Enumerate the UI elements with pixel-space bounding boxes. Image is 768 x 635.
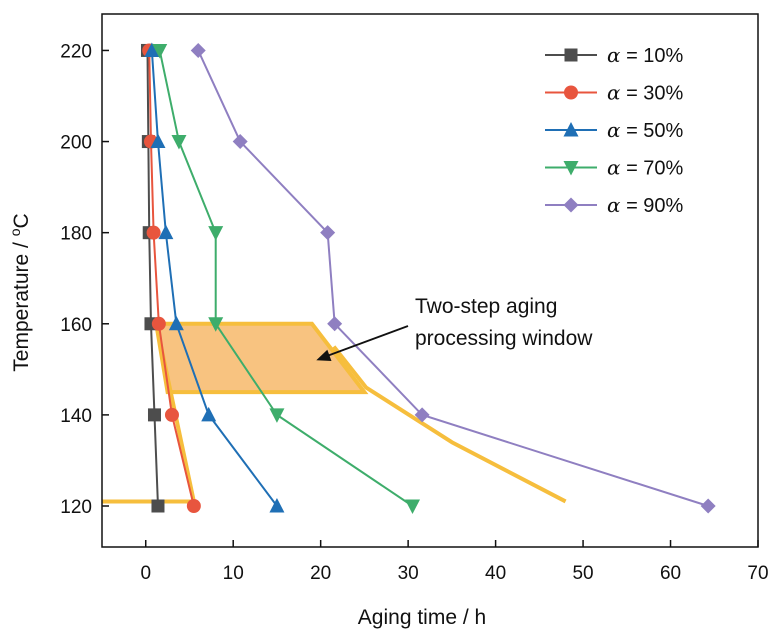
legend-label-2: α = 50% (607, 118, 684, 142)
data-point-4-2 (320, 225, 336, 241)
legend-item-4: α = 90% (545, 193, 684, 217)
legend-marker-1 (564, 85, 578, 100)
legend-label-3: α = 70% (607, 156, 684, 180)
x-tick-label-20: 20 (310, 563, 331, 584)
series-3 (152, 43, 421, 514)
annotation-arrow-shaft (325, 325, 409, 358)
legend-marker-2 (563, 122, 579, 137)
data-point-3-4 (269, 408, 285, 423)
data-point-1-3 (151, 316, 166, 331)
processing-window-region (153, 321, 369, 395)
legend-item-0: α = 10% (545, 43, 684, 67)
data-point-2-2 (158, 224, 174, 240)
legend-item-1: α = 30% (545, 81, 684, 105)
x-axis-title: Aging time / h (358, 606, 486, 629)
data-point-4-1 (232, 134, 248, 150)
x-tick-label-0: 0 (140, 563, 151, 584)
legend-label-1: α = 30% (607, 81, 684, 105)
series-0 (140, 43, 165, 513)
data-point-3-3 (208, 317, 224, 332)
legend: α = 10% α = 30% α = 50% α = 70% α = 90% (545, 43, 684, 217)
y-tick-label-140: 140 (60, 406, 92, 427)
data-point-3-1 (171, 135, 187, 150)
legend-marker-3 (563, 161, 579, 176)
y-tick-label-160: 160 (60, 315, 92, 336)
legend-item-3: α = 70% (545, 156, 684, 180)
data-point-2-3 (168, 315, 184, 331)
data-point-1-5 (186, 499, 201, 513)
x-tick-label-30: 30 (398, 563, 419, 584)
data-point-3-0 (152, 43, 168, 59)
data-point-2-4 (201, 406, 217, 422)
series-line-4 (197, 50, 709, 507)
series-4 (190, 42, 716, 514)
data-point-1-4 (164, 407, 179, 422)
annotation-line-0: Two-step aging (415, 295, 557, 318)
processing-window-layer (102, 321, 567, 504)
legend-marker-4 (563, 197, 579, 213)
y-tick-label-180: 180 (60, 224, 92, 245)
series-line-2 (150, 50, 278, 507)
data-point-4-5 (700, 498, 716, 514)
legend-label-0: α = 10% (607, 43, 684, 67)
series-line-3 (158, 50, 414, 507)
series-line-1 (148, 50, 195, 507)
data-point-1-2 (146, 225, 161, 240)
data-point-4-3 (327, 316, 343, 332)
series-2 (144, 42, 285, 513)
data-point-4-4 (414, 407, 430, 423)
legend-marker-0 (564, 48, 578, 62)
y-tick-label-220: 220 (60, 41, 92, 62)
data-point-0-5 (151, 499, 165, 513)
x-tick-label-40: 40 (485, 563, 506, 584)
series-line-0 (146, 50, 159, 507)
annotation-line-1: processing window (415, 327, 593, 350)
plot-frame (101, 13, 759, 548)
series-layer (140, 42, 716, 514)
y-axis-title: Temperature / oC (7, 213, 33, 371)
y-tick-label-200: 200 (60, 133, 92, 154)
window-boundary-line-2 (332, 345, 567, 504)
legend-label-4: α = 90% (607, 193, 684, 217)
data-point-3-2 (208, 226, 224, 241)
annotation-layer: Two-step aging processing window (316, 295, 593, 361)
data-point-3-5 (405, 499, 421, 514)
legend-item-2: α = 50% (545, 118, 684, 142)
data-point-2-0 (144, 42, 160, 57)
x-tick-label-10: 10 (223, 563, 244, 584)
data-point-2-5 (269, 498, 285, 513)
data-point-2-1 (150, 133, 166, 149)
data-point-0-4 (147, 408, 161, 422)
annotation-arrow-head (316, 349, 332, 361)
x-tick-label-70: 70 (747, 563, 768, 584)
x-tick-label-60: 60 (660, 563, 681, 584)
x-tick-label-50: 50 (572, 563, 593, 584)
y-tick-label-120: 120 (60, 497, 92, 518)
axes-layer: 0 10 20 30 40 50 60 70 120 140 160 180 200 220 Aging t… (7, 13, 768, 629)
data-point-4-0 (190, 42, 206, 58)
